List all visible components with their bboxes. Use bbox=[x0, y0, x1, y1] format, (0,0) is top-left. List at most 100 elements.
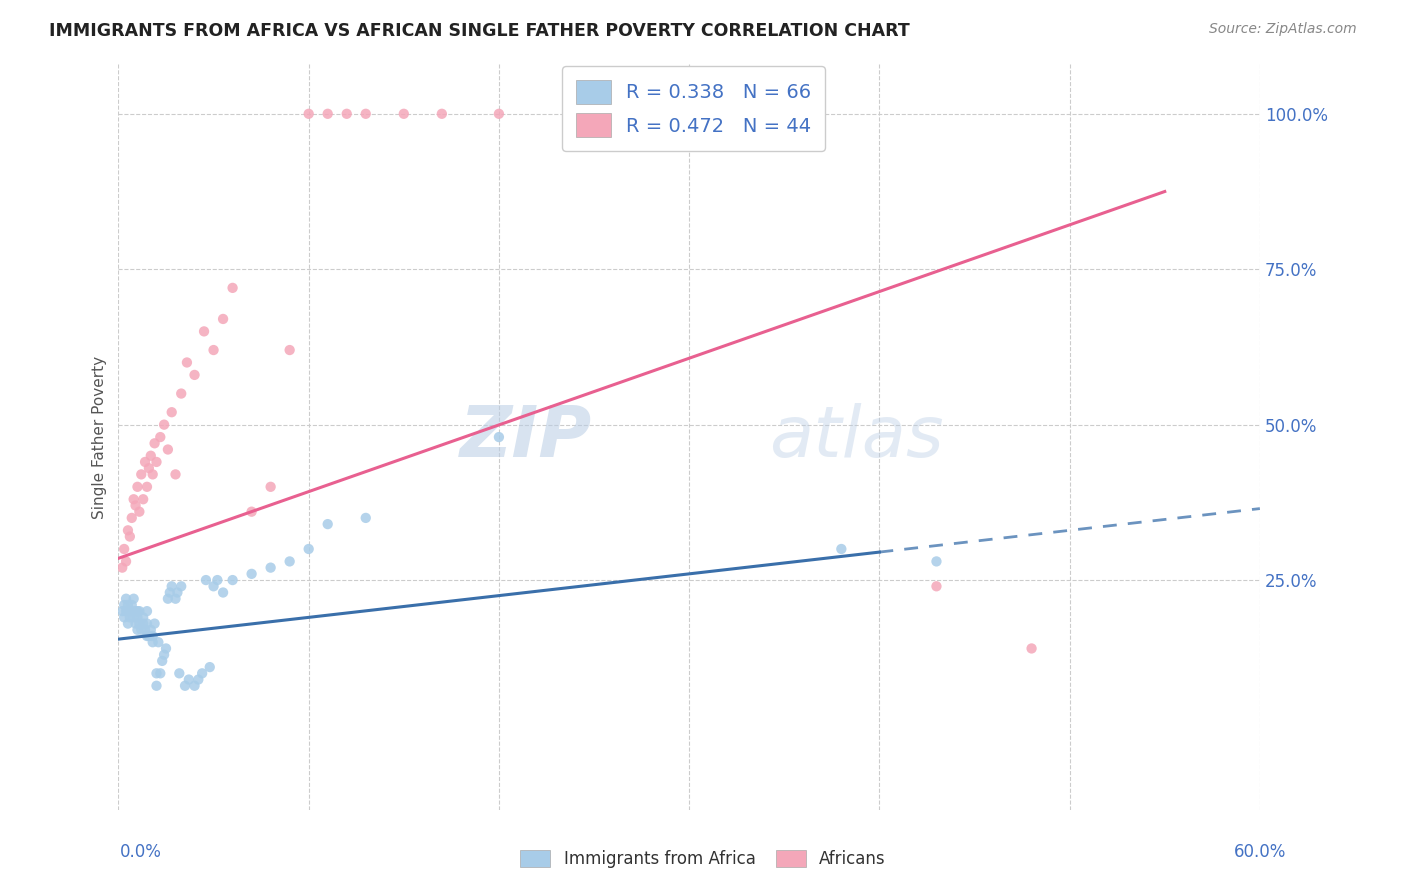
Point bbox=[193, 325, 215, 339]
Point bbox=[221, 573, 243, 587]
Point bbox=[488, 107, 510, 121]
Point bbox=[128, 604, 150, 618]
Point bbox=[202, 579, 225, 593]
Point bbox=[430, 107, 453, 121]
Text: atlas: atlas bbox=[769, 402, 943, 472]
Point bbox=[160, 405, 183, 419]
Point bbox=[132, 492, 155, 507]
Point bbox=[139, 449, 162, 463]
Point bbox=[128, 616, 150, 631]
Point bbox=[830, 541, 852, 556]
Point bbox=[112, 598, 135, 612]
Point bbox=[115, 554, 138, 568]
Point bbox=[124, 616, 146, 631]
Point bbox=[122, 492, 145, 507]
Point bbox=[145, 455, 167, 469]
Point bbox=[149, 430, 172, 444]
Point bbox=[149, 666, 172, 681]
Point bbox=[121, 598, 143, 612]
Point bbox=[160, 579, 183, 593]
Point bbox=[174, 679, 197, 693]
Point bbox=[165, 467, 187, 482]
Point bbox=[354, 107, 377, 121]
Point bbox=[221, 281, 243, 295]
Point bbox=[115, 591, 138, 606]
Point bbox=[142, 629, 165, 643]
Point bbox=[143, 616, 166, 631]
Point bbox=[1021, 641, 1043, 656]
Legend: R = 0.338   N = 66, R = 0.472   N = 44: R = 0.338 N = 66, R = 0.472 N = 44 bbox=[562, 66, 825, 151]
Point bbox=[118, 530, 141, 544]
Point bbox=[153, 648, 176, 662]
Point bbox=[117, 598, 139, 612]
Point bbox=[112, 541, 135, 556]
Point bbox=[145, 666, 167, 681]
Point bbox=[122, 591, 145, 606]
Point bbox=[148, 635, 170, 649]
Point bbox=[127, 604, 149, 618]
Point bbox=[194, 573, 217, 587]
Point bbox=[198, 660, 221, 674]
Point bbox=[121, 604, 143, 618]
Point bbox=[159, 585, 181, 599]
Point bbox=[259, 480, 281, 494]
Point bbox=[136, 616, 159, 631]
Point bbox=[354, 511, 377, 525]
Point bbox=[127, 610, 149, 624]
Point bbox=[127, 480, 149, 494]
Point bbox=[122, 610, 145, 624]
Point bbox=[925, 554, 948, 568]
Point bbox=[183, 368, 205, 382]
Point bbox=[145, 679, 167, 693]
Text: IMMIGRANTS FROM AFRICA VS AFRICAN SINGLE FATHER POVERTY CORRELATION CHART: IMMIGRANTS FROM AFRICA VS AFRICAN SINGLE… bbox=[49, 22, 910, 40]
Point bbox=[336, 107, 359, 121]
Point bbox=[136, 604, 159, 618]
Point bbox=[156, 442, 179, 457]
Point bbox=[176, 355, 198, 369]
Point bbox=[143, 436, 166, 450]
Point bbox=[153, 417, 176, 432]
Point bbox=[155, 641, 177, 656]
Point bbox=[132, 610, 155, 624]
Point bbox=[136, 480, 159, 494]
Point bbox=[170, 579, 193, 593]
Point bbox=[142, 467, 165, 482]
Point bbox=[212, 312, 235, 326]
Point bbox=[316, 107, 339, 121]
Point bbox=[169, 666, 191, 681]
Point bbox=[165, 591, 187, 606]
Point bbox=[278, 343, 301, 357]
Point bbox=[118, 610, 141, 624]
Point bbox=[129, 623, 152, 637]
Point bbox=[134, 455, 156, 469]
Point bbox=[138, 461, 160, 475]
Text: ZIP: ZIP bbox=[460, 402, 592, 472]
Point bbox=[202, 343, 225, 357]
Point bbox=[183, 679, 205, 693]
Point bbox=[124, 604, 146, 618]
Point bbox=[111, 604, 134, 618]
Point bbox=[583, 107, 606, 121]
Point bbox=[124, 499, 146, 513]
Point bbox=[212, 585, 235, 599]
Point bbox=[177, 673, 200, 687]
Point bbox=[298, 107, 321, 121]
Point bbox=[129, 467, 152, 482]
Point bbox=[187, 673, 209, 687]
Point bbox=[278, 554, 301, 568]
Y-axis label: Single Father Poverty: Single Father Poverty bbox=[93, 356, 107, 518]
Point bbox=[392, 107, 415, 121]
Point bbox=[259, 560, 281, 574]
Legend: Immigrants from Africa, Africans: Immigrants from Africa, Africans bbox=[512, 842, 894, 877]
Point bbox=[298, 541, 321, 556]
Point bbox=[132, 616, 155, 631]
Point bbox=[117, 524, 139, 538]
Point bbox=[191, 666, 214, 681]
Point bbox=[117, 616, 139, 631]
Point bbox=[207, 573, 229, 587]
Point bbox=[488, 430, 510, 444]
Point bbox=[121, 511, 143, 525]
Point bbox=[240, 566, 263, 581]
Text: 60.0%: 60.0% bbox=[1234, 843, 1286, 861]
Point bbox=[316, 517, 339, 532]
